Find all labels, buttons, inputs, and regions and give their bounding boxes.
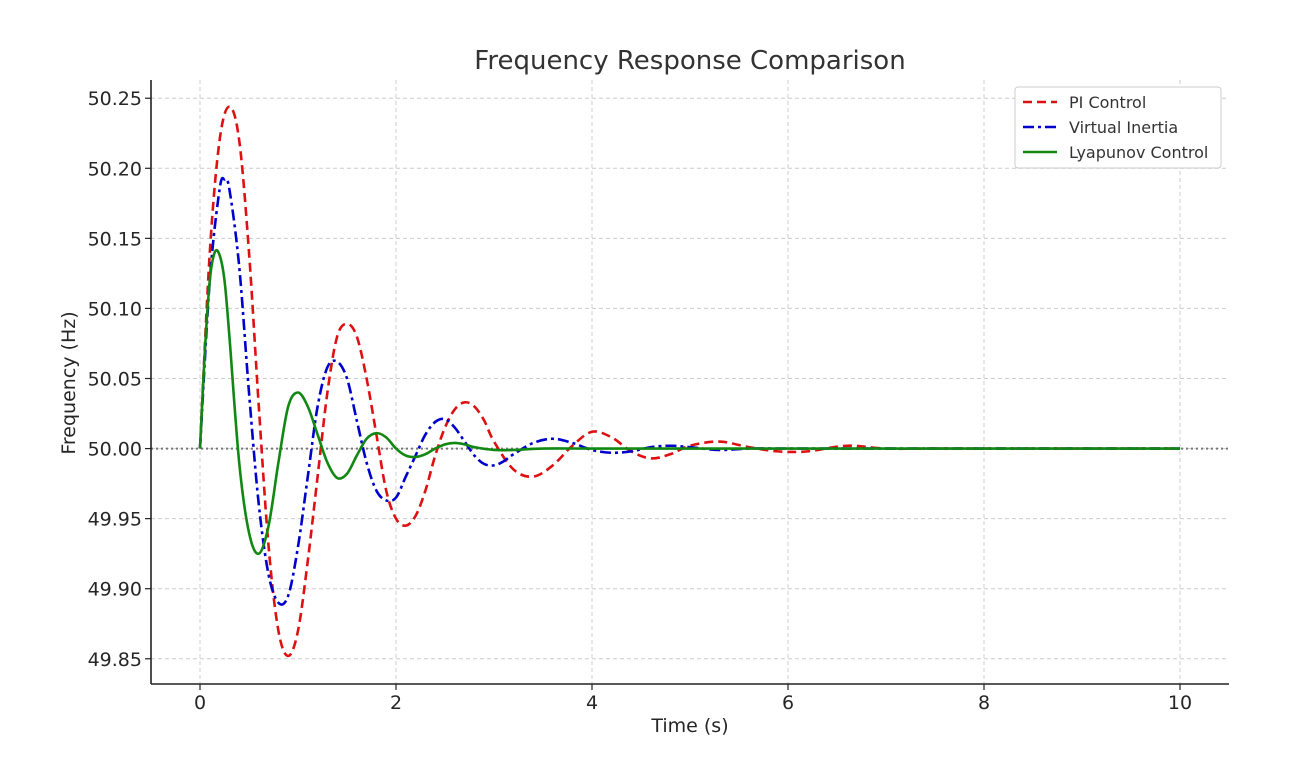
x-tick-label: 0 (194, 692, 206, 714)
legend-box (1014, 86, 1222, 169)
y-tick-label: 50.25 (88, 88, 142, 110)
y-tick-label: 50.05 (88, 368, 142, 390)
chart-title: Frequency Response Comparison (474, 46, 905, 76)
series-line-lyapunov-control (198, 248, 1180, 556)
tick-labels: 0 2 4 6 8 10 49.85 49.90 49.95 50.00 50.05 50.10 50.… (88, 88, 1193, 714)
series-line-pi-control (198, 105, 1180, 658)
y-tick-label: 50.20 (88, 158, 142, 180)
y-tick-label: 50.00 (88, 439, 142, 461)
axes (145, 80, 1229, 690)
y-axis-label: Frequency (Hz) (58, 311, 80, 454)
y-tick-label: 50.10 (88, 298, 142, 320)
series-line-virtual-inertia (198, 176, 1180, 606)
x-tick-label: 10 (1168, 692, 1192, 714)
y-tick-label: 49.90 (88, 579, 142, 601)
series-layer (198, 105, 1180, 658)
grid (151, 80, 1229, 684)
x-tick-label: 2 (390, 692, 402, 714)
x-tick-label: 8 (978, 692, 990, 714)
x-axis-label: Time (s) (650, 715, 728, 737)
y-tick-label: 50.15 (88, 228, 142, 250)
legend: PI Control Virtual Inertia Lyapunov Contro… (1014, 86, 1222, 169)
y-tick-label: 49.85 (88, 649, 142, 671)
legend-label-pi-control: PI Control (1069, 93, 1146, 112)
x-tick-label: 6 (782, 692, 794, 714)
legend-label-virtual-inertia: Virtual Inertia (1069, 118, 1178, 137)
y-tick-label: 49.95 (88, 509, 142, 531)
x-tick-label: 4 (586, 692, 598, 714)
legend-label-lyapunov-control: Lyapunov Control (1069, 143, 1208, 162)
